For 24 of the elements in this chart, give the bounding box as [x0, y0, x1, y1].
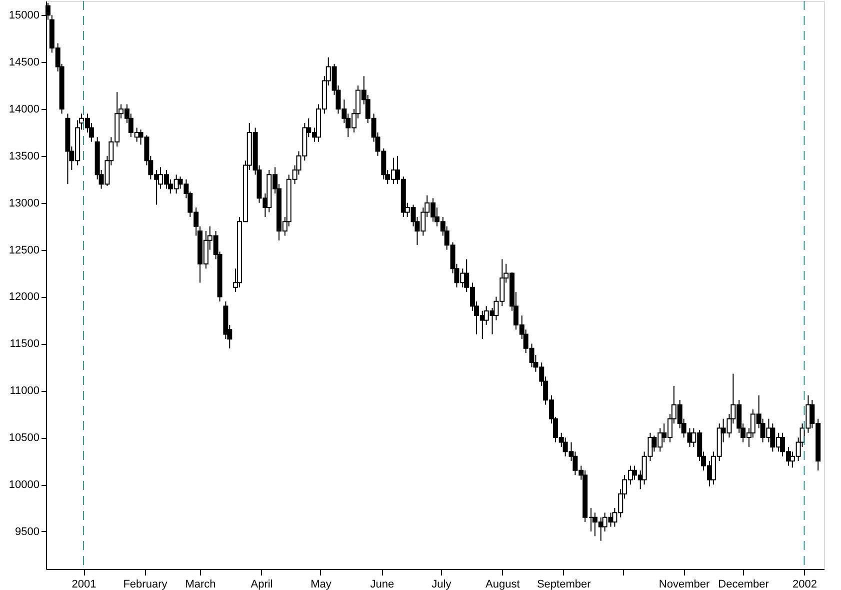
x-tick-label: April	[250, 578, 273, 590]
y-tick-label: 12000	[8, 291, 40, 304]
y-tick-label: 14500	[8, 56, 40, 69]
x-tick-label: July	[432, 578, 452, 590]
y-tick-label: 10500	[8, 432, 40, 444]
y-tick-label: 11500	[10, 338, 40, 350]
x-tick-label: February	[123, 578, 168, 590]
x-tick-label: 2002	[792, 578, 817, 590]
x-tick-label: March	[185, 578, 216, 590]
y-tick-label: 9500	[15, 526, 40, 538]
y-tick-label: 13500	[8, 150, 40, 162]
y-tick-label: 14000	[8, 103, 40, 116]
y-tick-label: 10000	[8, 479, 40, 492]
x-tick-label: December	[718, 578, 770, 590]
x-tick-label: May	[310, 578, 332, 590]
x-tick-label: September	[536, 578, 592, 590]
y-tick-label: 12500	[8, 244, 40, 256]
x-tick-label: June	[370, 578, 394, 590]
x-tick-label: 2001	[72, 578, 96, 590]
x-tick-label: August	[486, 578, 520, 590]
y-tick-label: 13000	[8, 197, 40, 210]
y-tick-label: 15000	[8, 10, 40, 22]
y-tick-label: 11000	[10, 385, 40, 398]
x-tick-label: November	[658, 578, 710, 590]
